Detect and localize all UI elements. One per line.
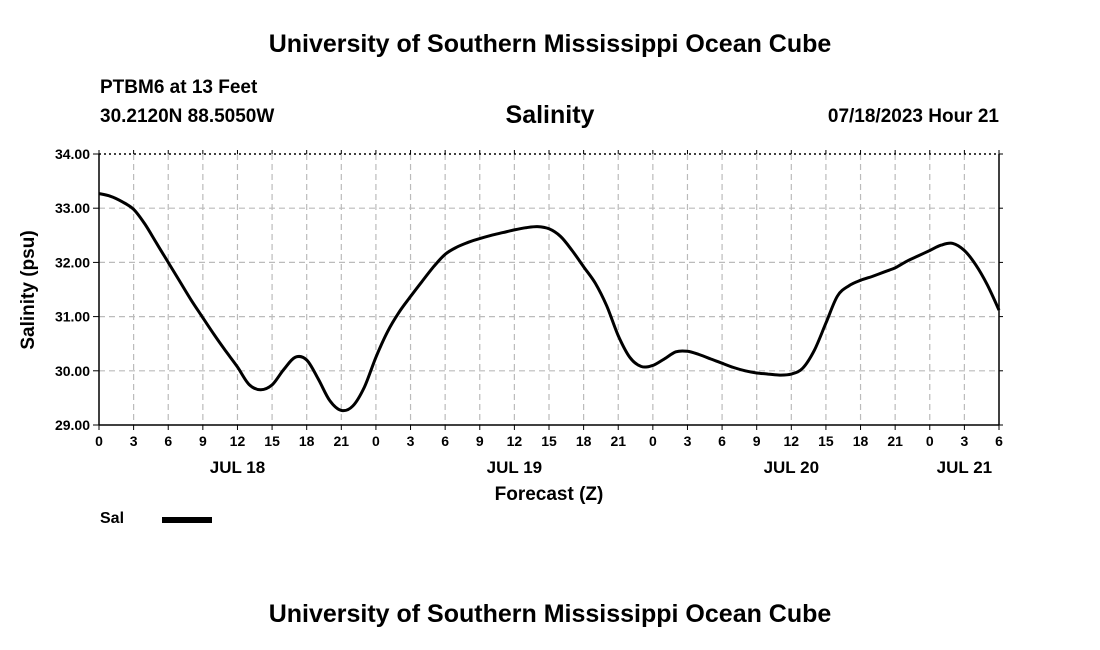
x-tick-label: 0 [926,433,934,449]
chart-axes [93,150,1003,430]
x-tick-label: 3 [684,433,692,449]
x-tick-label: 9 [753,433,761,449]
x-tick-label: 3 [960,433,968,449]
x-tick-label: 21 [610,433,626,449]
x-tick-label: 3 [130,433,138,449]
x-tick-label: 6 [164,433,172,449]
y-tick-label: 31.00 [55,309,90,325]
series-layer [98,192,1001,413]
x-tick-label: 21 [334,433,350,449]
y-axis-label: Salinity (psu) [18,230,39,349]
coordinates-label: 30.2120N 88.5050W [100,106,275,127]
x-tick-label: 0 [649,433,657,449]
x-tick-label: 12 [784,433,800,449]
y-tick-label: 32.00 [55,254,90,270]
series-line-sal [98,192,1001,413]
x-tick-label: 6 [718,433,726,449]
x-tick-label: 0 [95,433,103,449]
x-tick-label: 18 [576,433,592,449]
y-tick-label: 33.00 [55,200,90,216]
x-tick-label: 18 [299,433,315,449]
x-tick-label: 21 [887,433,903,449]
chart-title: Salinity [505,101,595,129]
x-tick-label: 12 [507,433,523,449]
x-tick-label: 0 [372,433,380,449]
station-label: PTBM6 at 13 Feet [100,77,258,98]
legend-swatch [162,517,212,523]
y-tick-label: 30.00 [55,363,90,379]
x-tick-label: 6 [995,433,1003,449]
x-tick-label: 9 [476,433,484,449]
x-tick-label: 15 [818,433,834,449]
x-tick-label: 3 [407,433,415,449]
x-tick-label: 9 [199,433,207,449]
forecast-datetime: 07/18/2023 Hour 21 [827,106,999,127]
tick-labels: 0 3 6 9 12 15 18 21 0 3 6 9 12 15 18 21 0 3 6 9 12 15 18 21 0 3 6 2… [55,146,1003,477]
day-label: JUL 18 [210,458,265,477]
x-tick-label: 12 [230,433,246,449]
footer-title: University of Southern Mississippi Ocean… [268,600,832,628]
x-tick-label: 18 [853,433,869,449]
x-tick-label: 15 [541,433,557,449]
x-axis-label: Forecast (Z) [495,484,604,505]
x-tick-label: 15 [264,433,280,449]
x-tick-label: 6 [441,433,449,449]
legend-label: Sal [100,510,125,527]
day-label: JUL 20 [764,458,819,477]
y-tick-label: 29.00 [55,417,90,433]
y-tick-label: 34.00 [55,146,90,162]
grid-lines [99,154,999,425]
day-label: JUL 21 [937,458,992,477]
day-label: JUL 19 [487,458,542,477]
page-title: University of Southern Mississippi Ocean… [268,30,832,58]
